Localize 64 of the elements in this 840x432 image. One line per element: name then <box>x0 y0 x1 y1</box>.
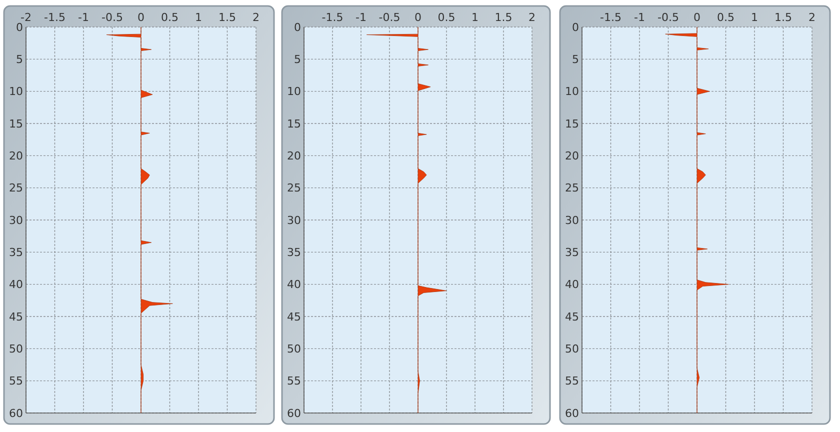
x-tick-label: 0 <box>138 11 144 24</box>
x-tick-label: -0.5 <box>378 11 400 24</box>
x-tick-label: -1.5 <box>600 11 622 24</box>
y-tick-label: 60 <box>565 406 579 420</box>
y-tick-label: 50 <box>287 342 301 356</box>
x-tick-label: -0.5 <box>658 11 679 24</box>
y-tick-label: 10 <box>287 85 301 98</box>
y-tick-label: 20 <box>9 150 23 163</box>
y-tick-label: 25 <box>287 182 301 195</box>
y-tick-label: 5 <box>294 53 301 66</box>
y-tick-label: 60 <box>287 406 301 420</box>
y-tick-label: 35 <box>9 246 23 260</box>
x-tick-label: 0 <box>414 11 422 24</box>
y-tick-label: 15 <box>565 117 579 130</box>
y-tick-label: 45 <box>287 310 301 324</box>
x-tick-label: 2 <box>252 11 260 24</box>
y-tick-label: 50 <box>9 342 23 356</box>
x-tick-label: 1.5 <box>774 11 792 24</box>
y-tick-label: 55 <box>565 374 579 388</box>
x-tick-label: -1 <box>634 11 645 24</box>
x-tick-label: 2 <box>808 11 816 24</box>
y-tick-label: 15 <box>287 117 301 130</box>
y-tick-label: 40 <box>9 278 23 292</box>
y-tick-label: 35 <box>287 246 301 260</box>
y-tick-label: 25 <box>565 182 579 195</box>
x-tick-label: -1.5 <box>322 11 344 24</box>
y-tick-label: 20 <box>565 150 579 163</box>
y-tick-label: 15 <box>9 117 23 130</box>
x-tick-label: -0.5 <box>102 11 123 24</box>
x-tick-label: 1 <box>472 11 478 24</box>
y-tick-label: 45 <box>9 310 23 324</box>
y-tick-label: 30 <box>565 214 579 227</box>
x-tick-label: 1 <box>195 11 202 24</box>
y-tick-label: 0 <box>16 20 23 34</box>
x-tick-label: 0.5 <box>717 11 734 24</box>
y-tick-label: 0 <box>572 20 579 34</box>
y-tick-label: 5 <box>16 53 23 66</box>
y-tick-label: 40 <box>565 278 579 292</box>
y-tick-label: 55 <box>287 374 301 388</box>
y-tick-label: 40 <box>287 278 301 292</box>
y-tick-label: 35 <box>565 246 579 260</box>
x-tick-label: 0.5 <box>438 11 456 24</box>
x-tick-label: -1 <box>356 11 366 24</box>
y-tick-label: 25 <box>9 182 23 195</box>
y-tick-label: 10 <box>565 85 579 98</box>
x-tick-label: -1 <box>78 11 89 24</box>
y-tick-label: 60 <box>9 406 23 420</box>
y-tick-label: 20 <box>287 150 301 163</box>
y-tick-label: 50 <box>565 342 579 356</box>
y-tick-label: 30 <box>287 214 301 227</box>
x-tick-label: 2 <box>528 11 536 24</box>
y-tick-label: 0 <box>294 20 301 34</box>
x-tick-label: 1.5 <box>218 11 236 24</box>
x-tick-label: 1.5 <box>494 11 512 24</box>
y-tick-label: 45 <box>565 310 579 324</box>
x-tick-label: -1.5 <box>44 11 66 24</box>
x-tick-label: 0.5 <box>161 11 178 24</box>
x-tick-label: 0 <box>694 11 700 24</box>
y-tick-label: 30 <box>9 214 23 227</box>
y-tick-label: 10 <box>9 85 23 98</box>
x-tick-label: -2 <box>20 11 32 24</box>
y-tick-label: 5 <box>572 53 579 66</box>
x-tick-label: 1 <box>751 11 758 24</box>
y-tick-label: 55 <box>9 374 23 388</box>
